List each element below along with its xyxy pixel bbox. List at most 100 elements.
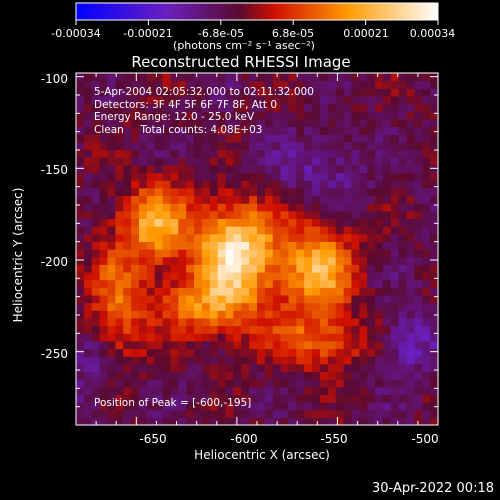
heatmap-cell xyxy=(76,271,85,281)
heatmap-cell xyxy=(99,302,109,311)
heatmap-cell xyxy=(249,157,258,166)
heatmap-cell xyxy=(225,271,234,281)
heatmap-cell xyxy=(304,379,313,388)
heatmap-cell xyxy=(422,80,431,89)
heatmap-cell xyxy=(257,256,266,265)
heatmap-cell xyxy=(131,333,140,342)
heatmap-cell xyxy=(390,233,400,242)
heatmap-cell xyxy=(107,126,116,135)
heatmap-cell xyxy=(319,271,329,281)
heatmap-cell xyxy=(123,294,132,304)
heatmap-cell xyxy=(367,294,376,304)
heatmap-cell xyxy=(201,241,211,250)
heatmap-cell xyxy=(154,333,164,342)
heatmap-cell xyxy=(304,317,313,327)
heatmap-cell xyxy=(162,264,172,273)
heatmap-cell xyxy=(186,340,195,350)
heatmap-cell xyxy=(241,141,250,151)
heatmap-cell xyxy=(162,226,172,235)
heatmap-cell xyxy=(178,379,187,388)
heatmap-cell xyxy=(312,279,321,288)
heatmap-cell xyxy=(272,363,282,373)
heatmap-cell xyxy=(241,271,250,281)
heatmap-cell xyxy=(217,249,227,258)
heatmap-cell xyxy=(76,203,85,212)
heatmap-cell xyxy=(319,340,329,350)
heatmap-cell xyxy=(83,302,93,311)
heatmap-cell xyxy=(382,218,392,227)
heatmap-cell xyxy=(186,279,195,288)
heatmap-cell xyxy=(209,73,219,82)
heatmap-cell xyxy=(233,88,242,97)
heatmap-cell xyxy=(99,271,109,281)
heatmap-cell xyxy=(296,172,305,181)
heatmap-cell xyxy=(178,279,187,288)
heatmap-cell xyxy=(422,241,431,250)
heatmap-cell xyxy=(335,111,345,120)
heatmap-cell xyxy=(91,294,101,304)
heatmap-cell xyxy=(319,356,329,365)
heatmap-cell xyxy=(406,241,415,250)
heatmap-cell xyxy=(312,180,321,189)
heatmap-cell xyxy=(123,95,132,105)
heatmap-cell xyxy=(99,226,109,235)
heatmap-cell xyxy=(351,164,360,174)
heatmap-cell xyxy=(382,279,392,288)
heatmap-cell xyxy=(194,271,203,281)
heatmap-cell xyxy=(233,172,242,181)
heatmap-cell xyxy=(194,195,203,204)
heatmap-cell xyxy=(257,310,266,319)
heatmap-cell xyxy=(107,226,116,235)
heatmap-cell xyxy=(91,241,101,250)
heatmap-cell xyxy=(162,249,172,258)
heatmap-cell xyxy=(319,226,329,235)
heatmap-cell xyxy=(115,172,124,181)
heatmap-cell xyxy=(288,157,297,166)
heatmap-cell xyxy=(288,149,297,158)
heatmap-cell xyxy=(406,203,415,212)
heatmap-cell xyxy=(209,180,219,189)
heatmap-cell xyxy=(272,203,282,212)
heatmap-cell xyxy=(249,203,258,212)
heatmap-cell xyxy=(249,218,258,227)
heatmap-cell xyxy=(406,340,415,350)
heatmap-cell xyxy=(312,134,321,143)
heatmap-cell xyxy=(272,157,282,166)
heatmap-cell xyxy=(83,180,93,189)
heatmap-cell xyxy=(162,126,172,135)
heatmap-cell xyxy=(319,180,329,189)
heatmap-cell xyxy=(162,287,172,296)
heatmap-cell xyxy=(327,249,337,258)
heatmap-cell xyxy=(154,95,164,105)
heatmap-cell xyxy=(312,271,321,281)
heatmap-cell xyxy=(406,417,415,426)
heatmap-cell xyxy=(162,141,172,151)
heatmap-cell xyxy=(194,141,203,151)
heatmap-cell xyxy=(233,195,242,204)
heatmap-cell xyxy=(367,134,376,143)
heatmap-cell xyxy=(272,172,282,181)
heatmap-cell xyxy=(264,256,274,265)
heatmap-cell xyxy=(257,325,266,334)
heatmap-cell xyxy=(170,134,179,143)
heatmap-cell xyxy=(217,103,227,112)
heatmap-cell xyxy=(367,149,376,158)
heatmap-cell xyxy=(406,348,415,357)
heatmap-cell xyxy=(280,80,290,89)
heatmap-cell xyxy=(99,118,109,128)
heatmap-cell xyxy=(327,111,337,120)
heatmap-cell xyxy=(123,356,132,365)
heatmap-cell xyxy=(343,402,353,411)
heatmap-cell xyxy=(264,386,274,395)
heatmap-cell xyxy=(327,264,337,273)
y-tick-label: -200 xyxy=(40,255,68,269)
heatmap-cell xyxy=(194,317,203,327)
heatmap-cell xyxy=(194,371,203,380)
heatmap-cell xyxy=(233,141,242,151)
heatmap-cell xyxy=(178,402,187,411)
heatmap-cell xyxy=(280,394,290,403)
heatmap-cell xyxy=(280,73,290,82)
heatmap-cell xyxy=(154,325,164,334)
heatmap-cell xyxy=(304,187,313,197)
heatmap-cell xyxy=(414,73,423,82)
